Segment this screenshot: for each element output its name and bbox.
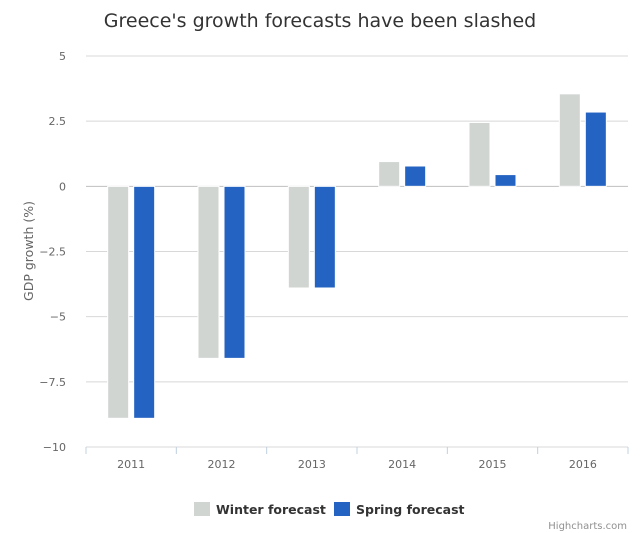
winter-forecast-bar-2016[interactable] (558, 93, 581, 187)
bars (107, 93, 607, 419)
y-tick-label: 0 (59, 180, 66, 193)
y-tick-label: 5 (59, 50, 66, 63)
winter-forecast-bar-2013[interactable] (287, 185, 310, 289)
y-tick-label: 2.5 (49, 115, 67, 128)
spring-forecast-bar-2011[interactable] (133, 185, 156, 419)
chart-title: Greece's growth forecasts have been slas… (104, 10, 536, 32)
x-tick-label: 2013 (298, 458, 326, 471)
x-tick-label: 2011 (117, 458, 145, 471)
x-tick-label: 2015 (479, 458, 507, 471)
legend-item-label[interactable]: Spring forecast (356, 502, 465, 517)
spring-forecast-bar-2015[interactable] (494, 174, 517, 187)
legend-swatch[interactable] (194, 502, 210, 516)
winter-forecast-bar-2012[interactable] (197, 185, 220, 359)
legend-item-label[interactable]: Winter forecast (216, 502, 326, 517)
y-tick-label: −5 (50, 311, 66, 324)
y-tick-label: −10 (43, 441, 66, 454)
x-tick-label: 2014 (388, 458, 416, 471)
winter-forecast-bar-2015[interactable] (468, 121, 491, 187)
y-axis-tick-labels: 5 2.5 0 −2.5 −5 −7.5 −10 (39, 50, 66, 454)
y-tick-label: −2.5 (39, 246, 66, 259)
y-axis-title: GDP growth (%) (21, 201, 36, 301)
winter-forecast-bar-2014[interactable] (378, 161, 401, 187)
legend[interactable]: Winter forecast Spring forecast (194, 502, 465, 517)
winter-forecast-bar-2011[interactable] (107, 185, 130, 419)
x-tick-label: 2012 (208, 458, 236, 471)
grid-lines (86, 55, 628, 448)
y-tick-label: −7.5 (39, 376, 66, 389)
x-tick-label: 2016 (569, 458, 597, 471)
spring-forecast-bar-2016[interactable] (584, 111, 607, 187)
credits-link[interactable]: Highcharts.com (548, 521, 627, 532)
spring-forecast-bar-2013[interactable] (313, 185, 336, 289)
legend-swatch[interactable] (334, 502, 350, 516)
spring-forecast-bar-2012[interactable] (223, 185, 246, 359)
spring-forecast-bar-2014[interactable] (404, 165, 427, 187)
x-axis-tick-labels: 2011 2012 2013 2014 2015 2016 (85, 447, 629, 471)
